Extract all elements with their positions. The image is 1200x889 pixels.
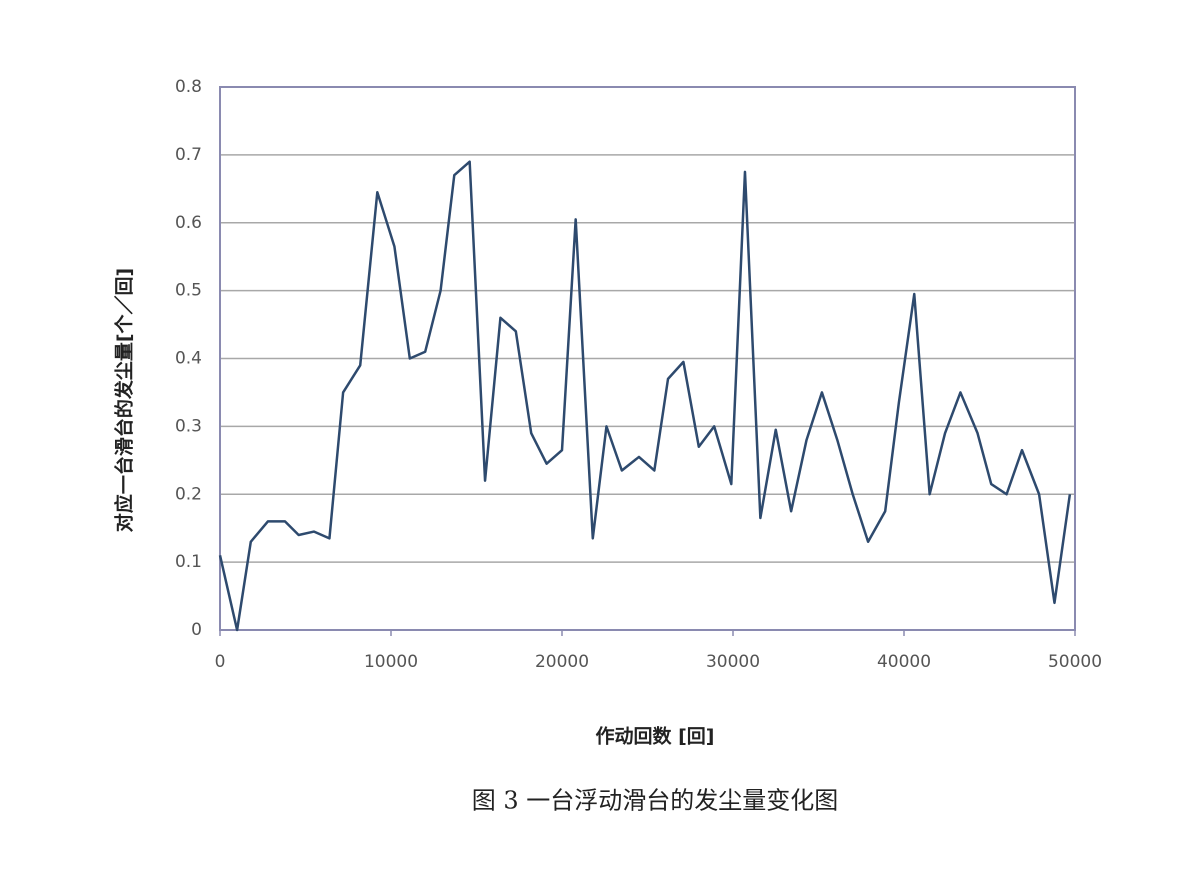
y-tick-label: 0.3 bbox=[175, 416, 202, 436]
y-tick-label: 0.6 bbox=[175, 213, 202, 233]
x-tick-label: 50000 bbox=[1048, 652, 1102, 672]
data-line bbox=[218, 160, 1072, 632]
caption: 图 3 一台浮动滑台的发尘量变化图 bbox=[472, 787, 839, 815]
x-tick-label: 20000 bbox=[535, 652, 589, 672]
x-tick-label: 40000 bbox=[877, 652, 931, 672]
y-axis-label: 对应一台滑台的发尘量[个／回] bbox=[113, 268, 136, 532]
y-tick-label: 0 bbox=[191, 620, 202, 640]
y-tick-label: 0.7 bbox=[175, 145, 202, 165]
y-tick-label: 0.5 bbox=[175, 281, 202, 301]
x-axis-label: 作动回数 [回] bbox=[596, 725, 715, 748]
x-tick-label: 30000 bbox=[706, 652, 760, 672]
plot-frame bbox=[219, 86, 1076, 631]
x-tick-label: 0 bbox=[215, 652, 226, 672]
y-tick-label: 0.2 bbox=[175, 484, 202, 504]
y-tick-label: 0.8 bbox=[175, 77, 202, 97]
y-tick-label: 0.1 bbox=[175, 552, 202, 572]
y-tick-label: 0.4 bbox=[175, 349, 202, 369]
x-tick-label: 10000 bbox=[364, 652, 418, 672]
